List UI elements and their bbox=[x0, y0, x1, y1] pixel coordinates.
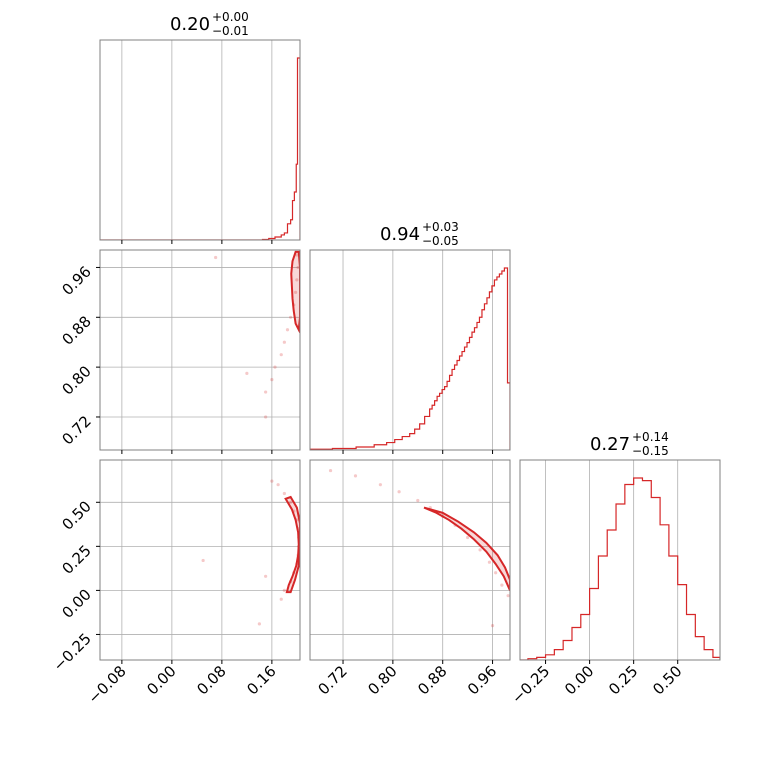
y-tick-label: 0.96 bbox=[58, 263, 94, 299]
scatter-point bbox=[264, 574, 268, 578]
panel-frame bbox=[309, 459, 511, 661]
scatter-point bbox=[353, 474, 358, 478]
panel-content bbox=[310, 267, 510, 450]
scatter-point bbox=[296, 265, 300, 270]
y-tick-label: 0.80 bbox=[58, 362, 94, 398]
panel-title-upper: +0.03 bbox=[422, 220, 459, 234]
panel-title-lower: −0.01 bbox=[212, 24, 249, 38]
panel-title-upper: +0.00 bbox=[212, 10, 249, 24]
y-tick-label: 0.72 bbox=[58, 412, 94, 448]
x-tick-label: 0.88 bbox=[414, 662, 450, 698]
x-tick-label: −0.08 bbox=[84, 662, 129, 707]
density-contour bbox=[284, 495, 300, 594]
scatter-point bbox=[506, 594, 510, 598]
histogram-panel-0: 0.20 +0.00−0.01 bbox=[99, 10, 301, 244]
scatter-point bbox=[294, 290, 298, 294]
histogram-panel-1: 0.94 +0.03−0.05 bbox=[309, 220, 511, 454]
density-contour bbox=[423, 506, 510, 591]
panel-content bbox=[214, 250, 300, 419]
scatter-point bbox=[264, 390, 268, 394]
histogram-steps-2 bbox=[520, 477, 720, 660]
y-tick-label: 0.50 bbox=[58, 497, 94, 533]
scatter-point bbox=[289, 315, 293, 319]
x-tick-label: 0.00 bbox=[143, 662, 179, 698]
scatter-point bbox=[295, 278, 299, 282]
scatter-point bbox=[416, 498, 420, 503]
panel-frame bbox=[99, 39, 301, 241]
histogram-panel-2: −0.25 0.00 0.25 0.50 0.27 +0.14−0.15 bbox=[508, 430, 721, 707]
x-tick-label: 0.16 bbox=[243, 662, 279, 698]
scatter-point bbox=[494, 571, 498, 575]
panel-title-median: 0.20 bbox=[170, 14, 210, 35]
scatter-point bbox=[279, 353, 283, 357]
panel-frame bbox=[309, 249, 511, 451]
scatter-point bbox=[245, 371, 249, 375]
scatter-point bbox=[264, 415, 268, 419]
panel-frame bbox=[99, 459, 301, 661]
scatter-point bbox=[257, 622, 261, 626]
x-tick-label: 0.00 bbox=[561, 662, 597, 698]
x-tick-label: 0.72 bbox=[315, 662, 351, 698]
scatter-panel-0-1: 0.72 0.80 0.88 0.96 bbox=[58, 249, 301, 454]
panel-title-median: 0.27 bbox=[590, 434, 630, 455]
y-tick-label: 0.88 bbox=[58, 312, 94, 348]
scatter-point bbox=[276, 483, 280, 487]
scatter-point bbox=[478, 548, 482, 552]
x-tick-label: 0.50 bbox=[649, 662, 685, 698]
density-contour bbox=[290, 250, 300, 334]
scatter-point bbox=[490, 624, 495, 628]
scatter-point bbox=[282, 340, 286, 344]
panel-content bbox=[201, 479, 300, 626]
panel-title-upper: +0.14 bbox=[632, 430, 669, 444]
scatter-point bbox=[466, 535, 470, 540]
scatter-point bbox=[500, 583, 504, 587]
panel-title-lower: −0.15 bbox=[632, 444, 669, 458]
scatter-point bbox=[328, 468, 333, 473]
scatter-point bbox=[279, 597, 283, 601]
scatter-point bbox=[270, 377, 274, 382]
x-tick-label: 0.96 bbox=[464, 662, 500, 698]
scatter-point bbox=[397, 490, 401, 494]
scatter-point bbox=[295, 253, 299, 257]
scatter-point bbox=[270, 479, 274, 483]
panel-content bbox=[328, 468, 510, 628]
y-tick-label: 0.25 bbox=[58, 541, 94, 577]
x-tick-label: −0.25 bbox=[508, 662, 553, 707]
scatter-point bbox=[282, 588, 286, 592]
panel-content bbox=[100, 57, 300, 240]
x-tick-label: 0.08 bbox=[193, 662, 229, 698]
scatter-point bbox=[487, 560, 492, 564]
panel-frame bbox=[99, 249, 301, 451]
histogram-steps-1 bbox=[310, 267, 510, 450]
panel-title-median: 0.94 bbox=[380, 224, 420, 245]
scatter-point bbox=[282, 491, 286, 496]
panel-title-lower: −0.05 bbox=[422, 234, 459, 248]
scatter-panel-0-2: −0.08 0.00 0.08 0.16 −0.25 0.00 0.25 0.50 bbox=[50, 459, 301, 707]
panel-frame bbox=[519, 459, 721, 661]
scatter-panel-1-2: 0.72 0.80 0.88 0.96 bbox=[309, 459, 511, 698]
scatter-point bbox=[378, 483, 383, 487]
y-tick-label: 0.00 bbox=[58, 585, 94, 621]
panel-content bbox=[520, 477, 720, 660]
scatter-point bbox=[285, 328, 290, 332]
x-tick-label: 0.80 bbox=[364, 662, 400, 698]
histogram-steps-0 bbox=[100, 57, 300, 240]
scatter-point bbox=[201, 558, 205, 563]
x-tick-label: 0.25 bbox=[605, 662, 641, 698]
scatter-point bbox=[214, 255, 218, 260]
y-tick-label: −0.25 bbox=[50, 630, 95, 675]
scatter-point bbox=[273, 365, 277, 369]
scatter-point bbox=[289, 500, 293, 504]
